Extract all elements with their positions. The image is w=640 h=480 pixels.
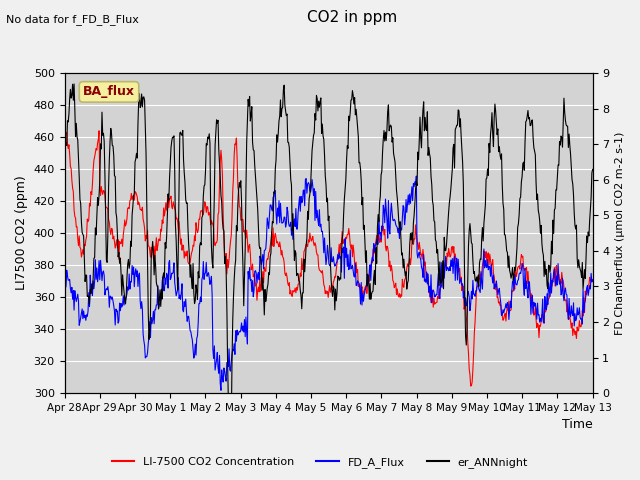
X-axis label: Time: Time <box>562 419 593 432</box>
Y-axis label: LI7500 CO2 (ppm): LI7500 CO2 (ppm) <box>15 176 28 290</box>
Text: No data for f_FD_B_Flux: No data for f_FD_B_Flux <box>6 14 140 25</box>
Text: BA_flux: BA_flux <box>83 85 135 98</box>
Text: CO2 in ppm: CO2 in ppm <box>307 10 397 24</box>
Legend: LI-7500 CO2 Concentration, FD_A_Flux, er_ANNnight: LI-7500 CO2 Concentration, FD_A_Flux, er… <box>108 452 532 472</box>
Y-axis label: FD Chamberflux (μmol CO2 m-2 s-1): FD Chamberflux (μmol CO2 m-2 s-1) <box>615 132 625 335</box>
